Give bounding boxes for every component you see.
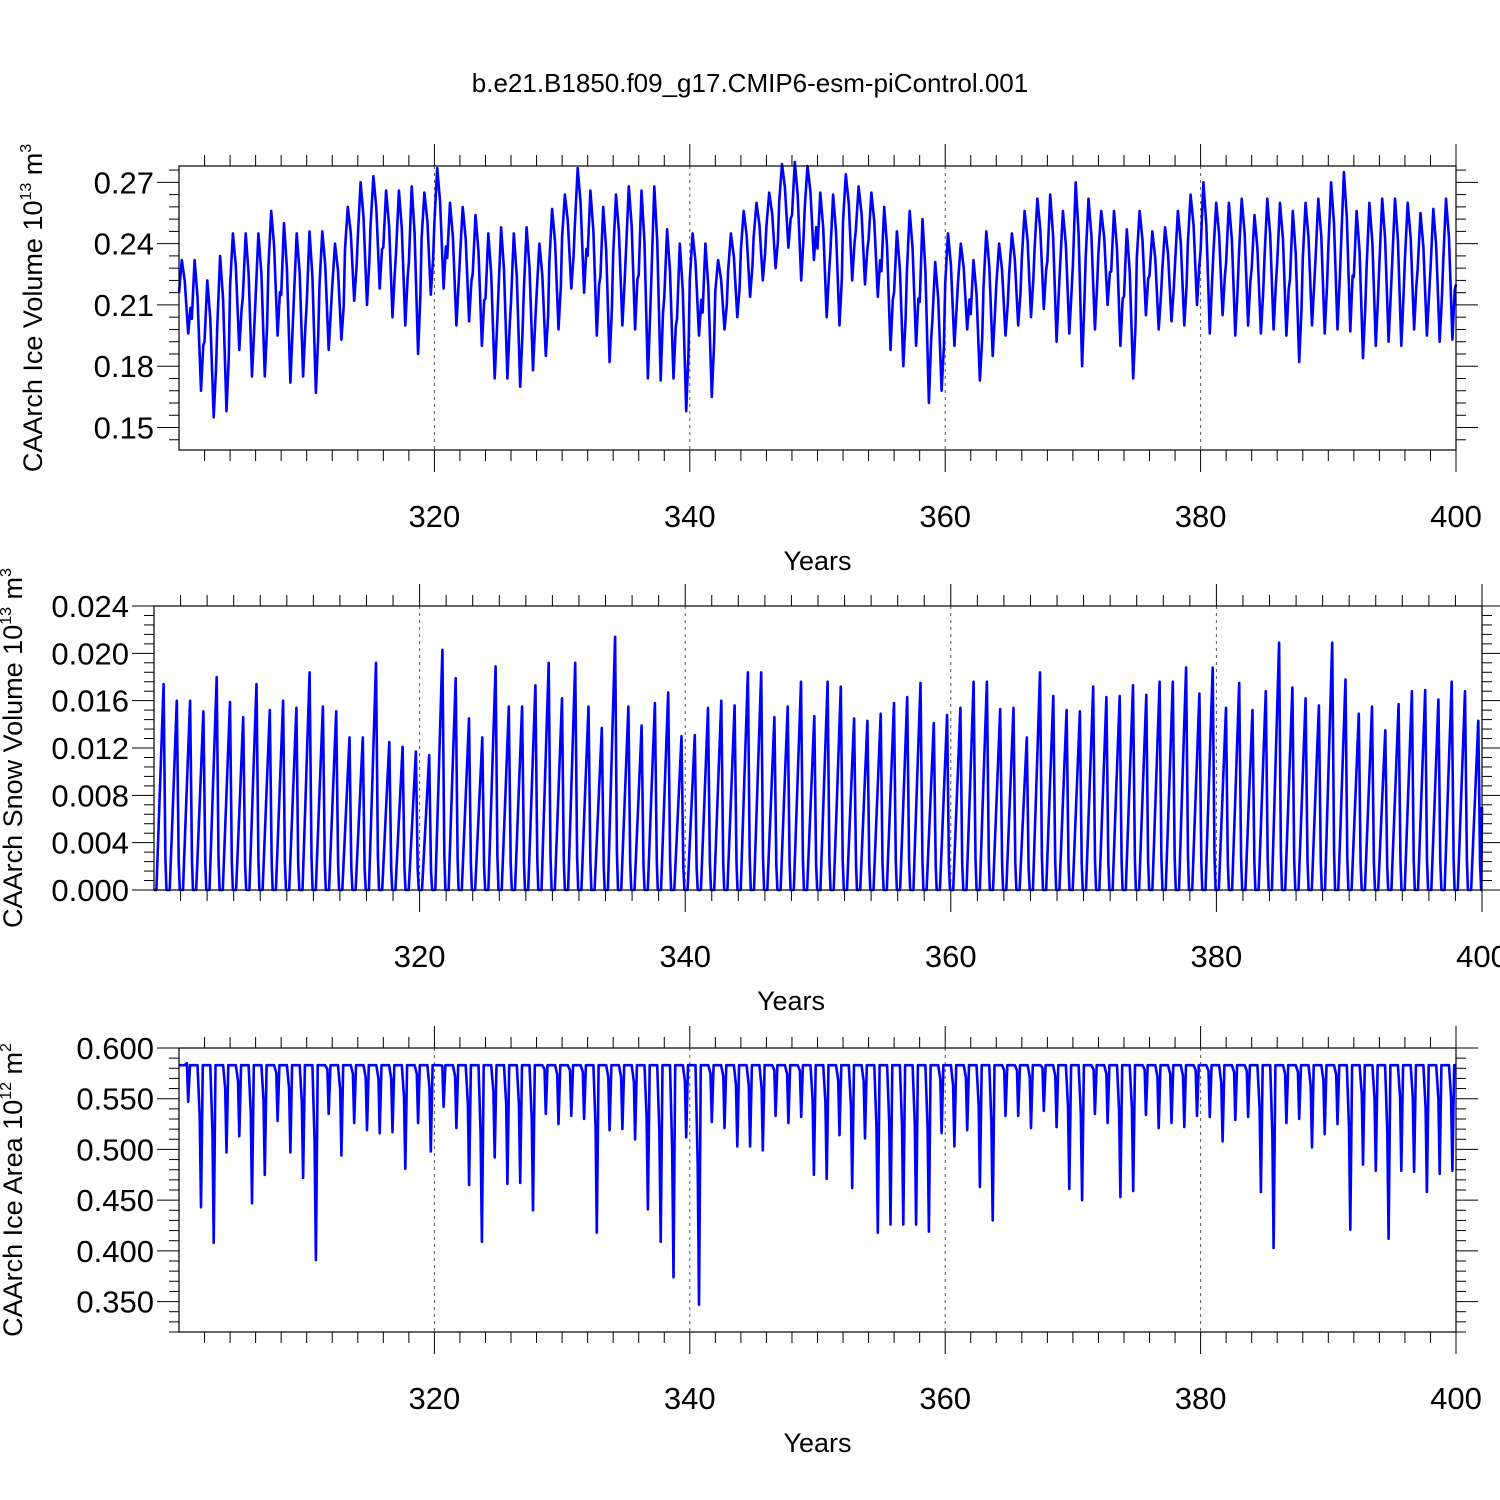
x-tick-label: 400 (1456, 939, 1500, 974)
y-tick-label: 0.024 (51, 589, 129, 624)
y-tick-label: 0.500 (76, 1132, 154, 1167)
y-tick-label: 0.350 (76, 1285, 154, 1320)
x-tick-label: 360 (919, 499, 971, 534)
y-axis-label: CAArch Ice Area 1012 m2 (0, 1043, 28, 1337)
x-tick-label: 360 (919, 1381, 971, 1416)
x-tick-label: 400 (1430, 1381, 1482, 1416)
figure-title: b.e21.B1850.f09_g17.CMIP6-esm-piControl.… (472, 68, 1028, 98)
x-tick-label: 340 (659, 939, 711, 974)
series-line-ice_volume (177, 160, 1458, 419)
y-tick-label: 0.24 (94, 227, 154, 262)
y-tick-label: 0.450 (76, 1183, 154, 1218)
chart-panels: 320 340 360 380 400 0.15 0.18 0.21 0.24 0.27 Years… (0, 144, 1500, 1458)
y-tick-label: 0.400 (76, 1234, 154, 1269)
x-tick-label: 380 (1175, 1381, 1227, 1416)
x-tick-label: 400 (1430, 499, 1482, 534)
x-tick-label: 320 (409, 499, 461, 534)
x-tick-label: 360 (925, 939, 977, 974)
y-tick-label: 0.008 (51, 778, 129, 813)
x-tick-label: 380 (1175, 499, 1227, 534)
y-tick-label: 0.016 (51, 684, 129, 719)
y-tick-label: 0.550 (76, 1082, 154, 1117)
y-tick-label: 0.004 (51, 826, 129, 861)
plot-frame (153, 605, 1483, 891)
series-line-snow_volume (154, 635, 1484, 892)
y-tick-label: 0.15 (94, 411, 154, 446)
x-axis-label: Years (757, 986, 825, 1016)
y-axis-label: CAArch Ice Volume 1013 m3 (18, 144, 48, 472)
x-axis-label: Years (783, 1428, 851, 1458)
y-tick-label: 0.18 (94, 349, 154, 384)
y-axis-label: CAArch Snow Volume 1013 m3 (0, 568, 28, 928)
x-tick-label: 320 (394, 939, 446, 974)
panel-snow_volume: 320 340 360 380 400 0.000 0.004 0.008 0.012 0.016… (0, 568, 1500, 1016)
x-tick-label: 320 (409, 1381, 461, 1416)
panel-ice_area: 320 340 360 380 400 0.350 0.400 0.450 0.500 0.550… (0, 1026, 1482, 1458)
x-tick-label: 380 (1191, 939, 1243, 974)
y-tick-label: 0.21 (94, 288, 154, 323)
series-line-ice_area (179, 1061, 1456, 1306)
x-axis-label: Years (783, 546, 851, 576)
y-tick-label: 0.012 (51, 731, 129, 766)
plot-frame (178, 1047, 1457, 1333)
y-tick-label: 0.600 (76, 1031, 154, 1066)
x-tick-label: 340 (664, 1381, 716, 1416)
y-tick-label: 0.020 (51, 636, 129, 671)
y-tick-label: 0.000 (51, 873, 129, 908)
x-tick-label: 340 (664, 499, 716, 534)
panel-ice_volume: 320 340 360 380 400 0.15 0.18 0.21 0.24 0.27 Years… (18, 144, 1482, 576)
y-tick-label: 0.27 (94, 165, 154, 200)
